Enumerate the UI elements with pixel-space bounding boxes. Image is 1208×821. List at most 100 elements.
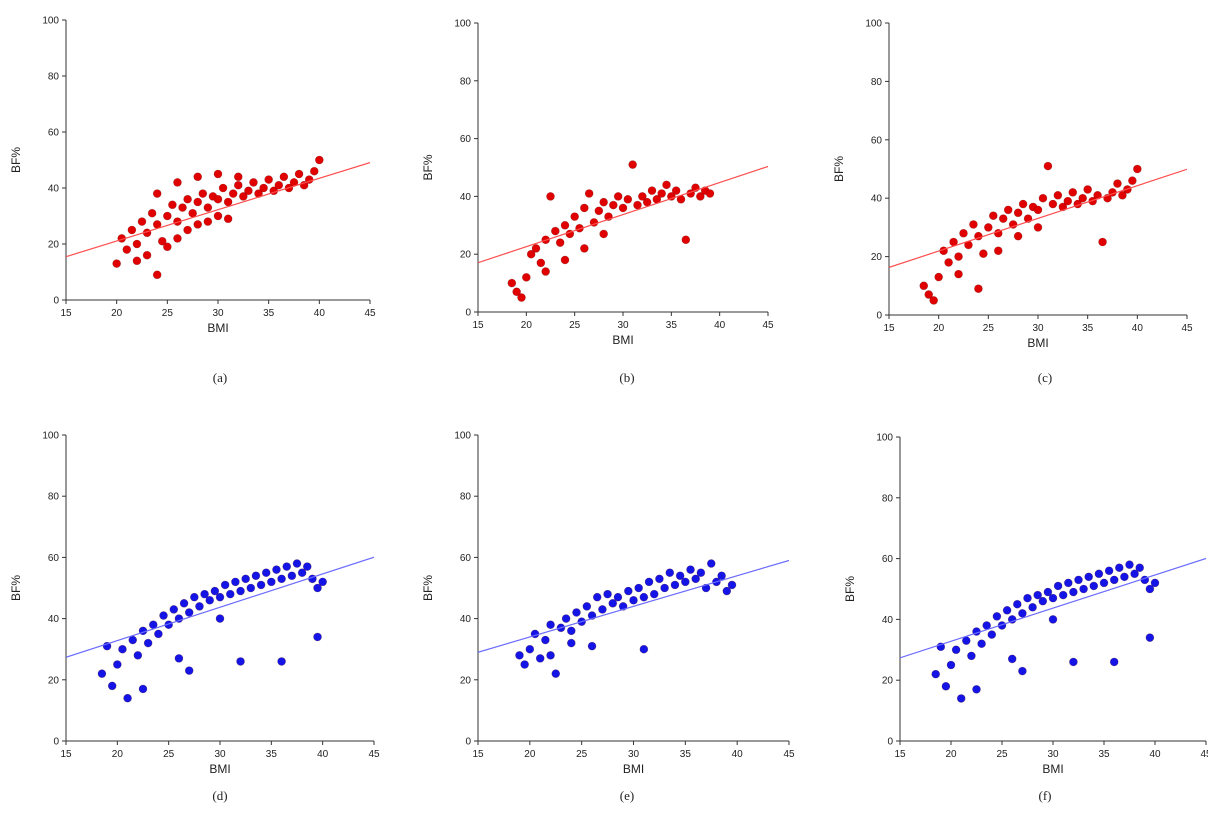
y-tick-label: 100 xyxy=(876,433,893,444)
data-point xyxy=(634,583,643,593)
x-axis-title: BMI xyxy=(207,321,228,335)
data-point xyxy=(594,206,604,216)
x-tick-label: 45 xyxy=(762,320,774,331)
x-tick-label: 15 xyxy=(60,308,72,319)
data-point xyxy=(560,221,570,230)
panel-caption: (b) xyxy=(619,370,634,385)
y-tick-label: 0 xyxy=(465,308,471,319)
x-tick-label: 30 xyxy=(212,308,224,319)
x-tick-label: 20 xyxy=(933,323,945,334)
y-tick-label: 60 xyxy=(460,134,472,145)
data-point xyxy=(1069,657,1078,667)
data-point xyxy=(264,175,273,184)
data-point xyxy=(297,568,307,578)
data-point xyxy=(184,666,194,675)
data-point xyxy=(566,626,576,636)
chart-panel-1: 0 20 40 60 80 100 15 20 25 30 35 40 45 BMI BF% (a) xyxy=(9,16,376,386)
data-point xyxy=(572,608,581,617)
data-point xyxy=(233,180,243,190)
x-tick-label: 15 xyxy=(472,749,484,760)
data-point xyxy=(195,602,204,611)
data-point xyxy=(515,651,524,660)
data-point xyxy=(267,577,276,587)
y-tick-label: 100 xyxy=(42,16,59,27)
x-tick-label: 25 xyxy=(983,323,995,334)
data-point xyxy=(1018,199,1028,209)
data-point xyxy=(128,635,138,645)
data-point xyxy=(954,252,963,261)
data-point xyxy=(1007,654,1017,664)
data-point xyxy=(623,194,633,204)
y-tick-label: 20 xyxy=(882,676,894,687)
data-point xyxy=(536,258,546,268)
data-point xyxy=(660,583,669,593)
y-tick-label: 20 xyxy=(460,250,472,261)
data-point xyxy=(1048,615,1058,624)
chart-panel-5: 0 20 40 60 80 100 15 20 25 30 35 40 45 BMI BF% (e) xyxy=(421,431,795,804)
regression-line xyxy=(66,162,370,258)
data-point xyxy=(551,226,560,236)
x-tick-label: 15 xyxy=(894,749,906,760)
x-tick-label: 25 xyxy=(162,308,174,319)
x-tick-label: 25 xyxy=(569,320,581,331)
y-tick-label: 0 xyxy=(465,737,471,748)
data-point xyxy=(705,189,715,198)
data-point xyxy=(213,169,223,179)
data-point xyxy=(727,580,737,590)
data-point xyxy=(977,639,986,649)
data-point xyxy=(954,269,963,279)
data-point xyxy=(624,586,633,596)
panel-caption: (d) xyxy=(212,788,227,803)
data-point xyxy=(143,638,153,648)
data-point xyxy=(979,249,988,258)
data-point xyxy=(649,589,659,599)
data-point xyxy=(988,211,998,221)
data-point xyxy=(1125,560,1134,569)
data-point xyxy=(584,189,594,198)
data-point xyxy=(1012,599,1022,609)
data-point xyxy=(1002,605,1012,615)
data-point xyxy=(220,580,230,590)
y-tick-label: 40 xyxy=(871,194,883,205)
x-tick-label: 40 xyxy=(1132,323,1144,334)
data-point xyxy=(256,580,266,590)
data-point xyxy=(142,250,152,260)
data-point xyxy=(188,208,197,218)
y-tick-label: 80 xyxy=(871,77,883,88)
data-point xyxy=(535,654,545,663)
data-point xyxy=(638,192,647,201)
data-point xyxy=(561,614,571,623)
y-axis-title: BF% xyxy=(832,156,846,182)
data-point xyxy=(1048,593,1058,603)
data-point xyxy=(159,611,168,620)
data-point xyxy=(1058,590,1068,600)
x-tick-label: 45 xyxy=(368,749,380,760)
data-point xyxy=(613,192,623,201)
x-tick-label: 40 xyxy=(1149,749,1161,760)
data-point xyxy=(215,614,225,623)
data-point xyxy=(662,180,671,190)
y-tick-label: 60 xyxy=(882,554,894,565)
data-point xyxy=(174,654,184,663)
data-point xyxy=(691,574,701,584)
data-point xyxy=(560,255,570,265)
data-point xyxy=(178,203,187,212)
y-tick-label: 0 xyxy=(876,311,882,322)
data-point xyxy=(1083,185,1092,194)
data-point xyxy=(633,200,642,210)
y-tick-label: 0 xyxy=(53,737,59,748)
data-point xyxy=(97,669,107,678)
regression-line xyxy=(889,168,1187,268)
points-group xyxy=(515,559,737,678)
data-point xyxy=(203,217,213,226)
y-tick-label: 60 xyxy=(460,553,472,564)
y-tick-label: 100 xyxy=(865,19,882,30)
data-point xyxy=(279,172,289,182)
y-tick-label: 100 xyxy=(42,431,59,442)
x-tick-label: 15 xyxy=(883,323,895,334)
data-point xyxy=(580,203,589,213)
points-group xyxy=(112,155,324,280)
data-point xyxy=(251,571,261,581)
data-point xyxy=(1069,587,1078,597)
data-point xyxy=(112,259,121,268)
